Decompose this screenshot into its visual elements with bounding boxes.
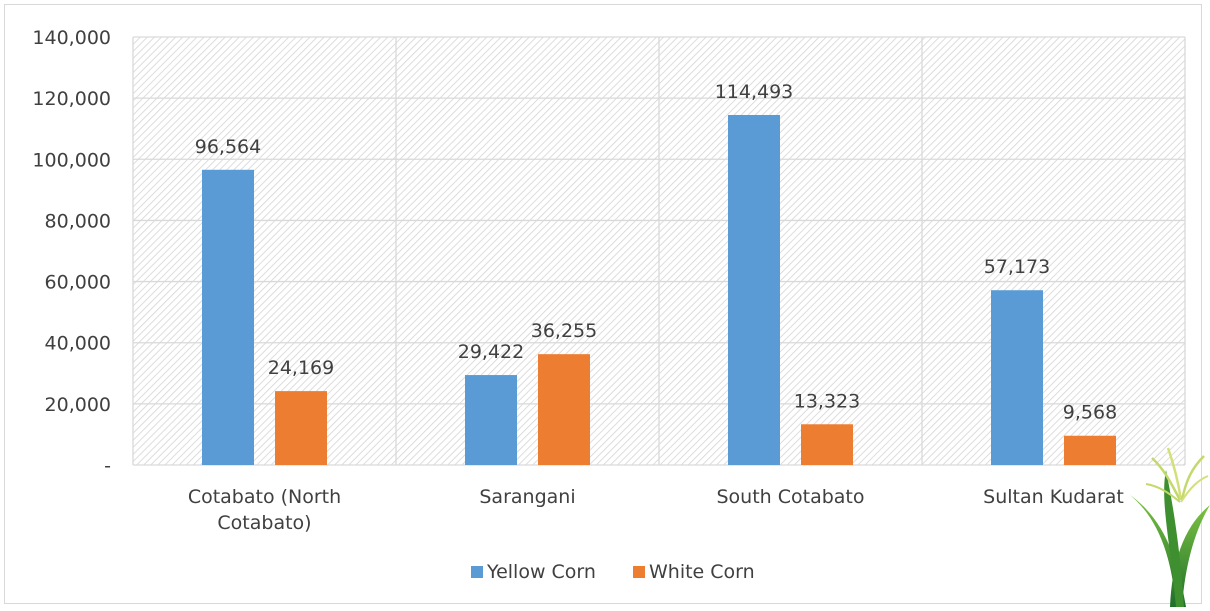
corn-plant-icon: [1130, 447, 1210, 607]
x-tick-label: Cotabato (North: [188, 486, 341, 508]
legend-swatch: [633, 566, 645, 578]
data-label: 114,493: [715, 81, 794, 103]
y-tick-label: 40,000: [45, 333, 111, 355]
data-label: 13,323: [794, 390, 860, 412]
x-tick-label: Sarangani: [479, 486, 575, 508]
bar-white-corn: [275, 391, 327, 465]
data-label: 29,422: [458, 341, 524, 363]
bar-yellow-corn: [202, 169, 254, 466]
chart-frame: [4, 4, 1202, 604]
data-label: 57,173: [984, 256, 1050, 278]
x-tick-label: South Cotabato: [716, 486, 864, 508]
x-tick-label: Sultan Kudarat: [983, 486, 1124, 508]
bar-yellow-corn: [991, 290, 1043, 465]
bar-yellow-corn: [728, 114, 780, 465]
legend-label: White Corn: [649, 561, 755, 583]
y-tick-label: 100,000: [32, 149, 111, 171]
y-tick-label: 140,000: [32, 27, 111, 49]
x-tick-label: Cotabato): [217, 512, 311, 534]
y-tick-label: 60,000: [45, 272, 111, 294]
data-label: 9,568: [1063, 402, 1117, 424]
bar-white-corn: [1064, 435, 1116, 465]
data-label: 96,564: [195, 136, 261, 158]
y-tick-label: -: [104, 455, 111, 477]
data-label: 24,169: [268, 357, 334, 379]
data-label: 36,255: [531, 320, 597, 342]
bar-yellow-corn: [465, 375, 517, 465]
y-tick-label: 120,000: [32, 88, 111, 110]
legend-swatch: [471, 566, 483, 578]
bar-white-corn: [801, 424, 853, 465]
y-tick-label: 80,000: [45, 210, 111, 232]
bar-white-corn: [538, 354, 590, 465]
legend-label: Yellow Corn: [486, 561, 596, 583]
y-tick-label: 20,000: [45, 394, 111, 416]
